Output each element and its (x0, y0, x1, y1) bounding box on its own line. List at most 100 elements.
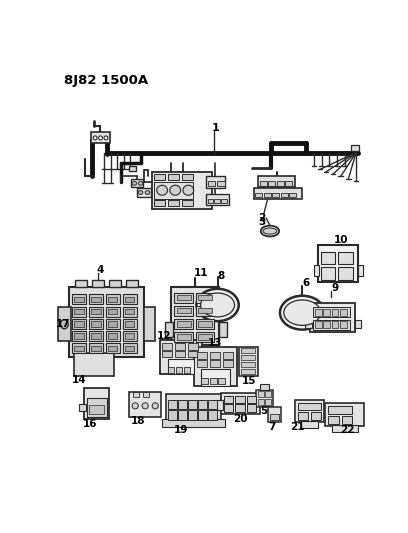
Bar (106, 343, 120, 353)
Bar (242, 369, 255, 374)
Text: 3: 3 (258, 217, 265, 227)
Bar (58, 306, 71, 341)
Bar (247, 405, 256, 412)
Bar (208, 410, 217, 419)
Bar (321, 252, 335, 264)
Bar (84, 388, 109, 419)
Bar (155, 200, 165, 206)
Text: 10: 10 (333, 235, 348, 245)
Text: 22: 22 (340, 425, 354, 435)
Bar (162, 419, 225, 426)
Bar (325, 403, 364, 426)
Bar (208, 199, 213, 203)
Text: 1: 1 (212, 123, 220, 133)
Bar (175, 332, 193, 342)
Bar (188, 400, 197, 409)
Bar (315, 309, 322, 316)
Bar (224, 396, 233, 403)
Bar (125, 309, 134, 314)
Bar (92, 280, 104, 287)
Bar (175, 293, 193, 303)
Bar (106, 306, 120, 317)
Bar (72, 319, 86, 329)
Bar (176, 367, 182, 373)
Bar (175, 319, 193, 329)
Bar (321, 267, 335, 280)
Bar (215, 199, 220, 203)
Bar (125, 346, 134, 351)
Bar (108, 309, 118, 314)
Bar (265, 399, 271, 405)
Bar (295, 400, 324, 422)
Bar (219, 322, 227, 337)
Bar (72, 306, 86, 317)
Bar (91, 133, 110, 143)
Text: 5: 5 (260, 406, 267, 416)
Bar (188, 343, 198, 350)
Bar (137, 188, 151, 197)
Bar (175, 351, 185, 357)
Bar (74, 334, 84, 339)
Bar (162, 343, 172, 350)
Bar (72, 331, 86, 341)
Bar (218, 378, 225, 384)
Text: 6: 6 (302, 278, 310, 288)
Bar (91, 309, 100, 314)
Bar (168, 200, 179, 206)
Bar (355, 320, 361, 328)
Bar (155, 182, 193, 199)
Bar (72, 294, 86, 304)
Bar (224, 405, 233, 412)
Bar (74, 309, 84, 314)
Bar (123, 331, 137, 341)
Bar (73, 353, 113, 376)
Bar (106, 319, 120, 329)
Bar (260, 181, 267, 185)
Bar (341, 416, 353, 424)
Bar (188, 410, 197, 419)
Text: 16: 16 (83, 418, 98, 429)
Bar (168, 367, 175, 373)
Bar (272, 193, 279, 197)
Bar (108, 334, 118, 339)
Bar (89, 319, 103, 329)
Bar (155, 174, 165, 180)
Bar (175, 306, 193, 316)
Bar (108, 346, 118, 351)
Bar (298, 412, 308, 419)
Bar (358, 265, 363, 276)
Bar (265, 391, 271, 398)
Bar (129, 392, 161, 417)
Bar (89, 331, 103, 341)
Bar (239, 346, 257, 376)
Text: 9: 9 (332, 283, 339, 293)
Bar (198, 295, 212, 301)
Bar (177, 308, 191, 313)
Ellipse shape (196, 289, 239, 321)
Bar (106, 294, 120, 304)
Text: 12: 12 (156, 331, 171, 341)
Bar (210, 360, 220, 367)
Bar (198, 410, 207, 419)
Bar (206, 175, 225, 188)
Bar (217, 400, 223, 410)
Text: 20: 20 (233, 414, 248, 424)
Ellipse shape (60, 320, 68, 329)
Bar (178, 410, 187, 419)
Bar (106, 331, 120, 341)
Bar (210, 378, 217, 384)
Text: 21: 21 (290, 422, 304, 432)
Bar (268, 181, 275, 185)
Bar (332, 321, 339, 328)
Bar (257, 399, 264, 405)
Text: 7: 7 (268, 422, 276, 432)
Bar (260, 384, 269, 390)
Ellipse shape (132, 181, 137, 185)
Bar (168, 174, 179, 180)
Bar (131, 180, 143, 187)
Bar (74, 321, 84, 327)
Bar (217, 181, 224, 187)
Bar (144, 306, 155, 341)
Bar (340, 309, 347, 316)
Bar (257, 391, 264, 398)
